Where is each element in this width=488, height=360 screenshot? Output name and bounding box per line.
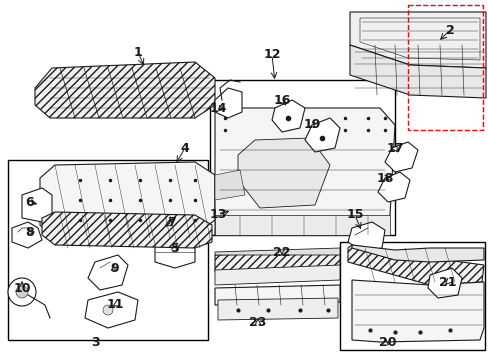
Text: 1: 1 xyxy=(133,45,142,58)
Text: 8: 8 xyxy=(26,225,34,238)
Polygon shape xyxy=(35,62,215,118)
Polygon shape xyxy=(384,142,417,172)
Text: 18: 18 xyxy=(376,171,393,184)
Text: 4: 4 xyxy=(180,141,189,154)
Text: 6: 6 xyxy=(26,195,34,208)
Polygon shape xyxy=(349,45,485,98)
Polygon shape xyxy=(427,268,461,298)
Text: 20: 20 xyxy=(379,336,396,348)
Polygon shape xyxy=(349,12,485,68)
Polygon shape xyxy=(215,88,242,118)
Bar xyxy=(8,160,207,340)
Polygon shape xyxy=(103,305,113,315)
Polygon shape xyxy=(88,255,128,290)
Text: 13: 13 xyxy=(209,208,226,221)
Polygon shape xyxy=(215,215,389,235)
Polygon shape xyxy=(215,252,339,272)
Polygon shape xyxy=(22,188,52,222)
Text: 5: 5 xyxy=(170,242,179,255)
Text: 3: 3 xyxy=(90,336,99,348)
Polygon shape xyxy=(351,245,483,262)
Bar xyxy=(407,5,482,130)
Polygon shape xyxy=(215,265,339,285)
Polygon shape xyxy=(215,170,244,200)
Text: 2: 2 xyxy=(445,23,453,36)
Polygon shape xyxy=(218,298,337,320)
Bar xyxy=(209,80,394,235)
Text: 21: 21 xyxy=(438,275,456,288)
Text: 10: 10 xyxy=(13,282,31,294)
Polygon shape xyxy=(42,212,212,248)
Polygon shape xyxy=(215,108,394,235)
Text: 17: 17 xyxy=(386,141,403,154)
Polygon shape xyxy=(377,172,409,202)
Text: 7: 7 xyxy=(167,216,176,229)
Polygon shape xyxy=(8,278,36,306)
Polygon shape xyxy=(155,235,195,268)
Polygon shape xyxy=(215,285,339,305)
Polygon shape xyxy=(85,292,138,328)
Polygon shape xyxy=(305,118,339,152)
Text: 19: 19 xyxy=(303,118,320,131)
Text: 14: 14 xyxy=(209,102,226,114)
Text: 16: 16 xyxy=(273,94,290,107)
Polygon shape xyxy=(271,100,305,132)
Polygon shape xyxy=(351,280,483,342)
Polygon shape xyxy=(347,222,384,252)
Polygon shape xyxy=(215,248,339,255)
Text: 12: 12 xyxy=(263,49,280,62)
Polygon shape xyxy=(238,138,329,208)
Polygon shape xyxy=(16,286,28,298)
Polygon shape xyxy=(347,245,483,285)
Text: 9: 9 xyxy=(110,261,119,274)
Text: 11: 11 xyxy=(106,298,123,311)
Text: 15: 15 xyxy=(346,208,363,221)
Text: 23: 23 xyxy=(249,315,266,328)
Text: 22: 22 xyxy=(273,246,290,258)
Bar xyxy=(339,242,484,350)
Polygon shape xyxy=(40,162,215,238)
Polygon shape xyxy=(12,222,42,248)
